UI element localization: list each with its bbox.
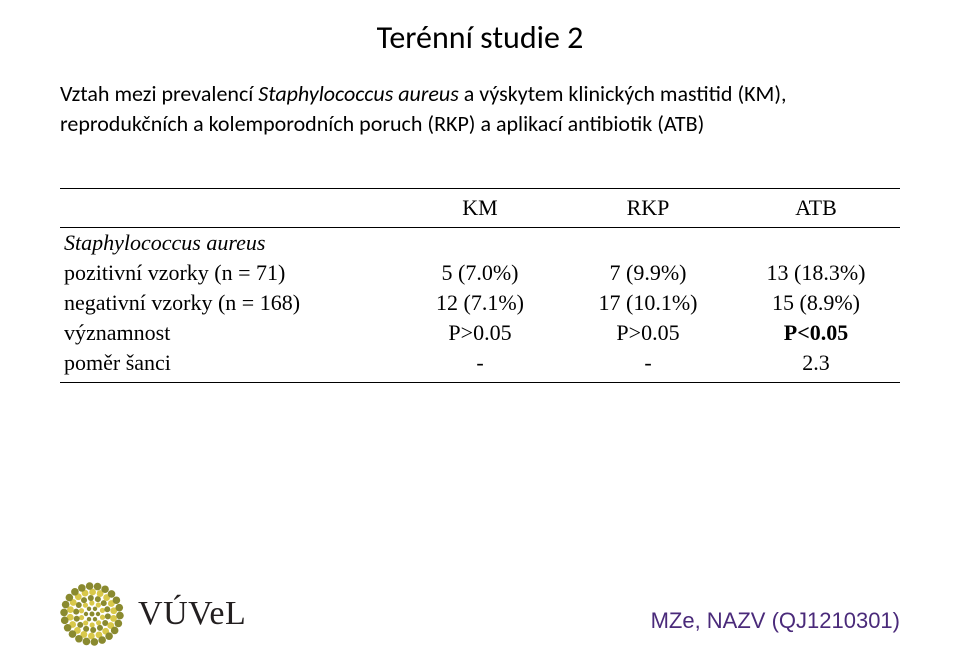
table-cell: 13 (18.3%) <box>732 258 900 288</box>
table-cell: 17 (10.1%) <box>564 288 732 318</box>
table-row: Staphylococcus aureus <box>60 228 900 259</box>
table-header-row: KM RKP ATB <box>60 189 900 228</box>
table-row: poměr šanci - - 2.3 <box>60 348 900 383</box>
row-label: negativní vzorky (n = 168) <box>60 288 396 318</box>
subtitle-pre: Vztah mezi prevalencí <box>60 80 258 107</box>
row-label: poměr šanci <box>60 348 396 383</box>
table-cell: P<0.05 <box>732 318 900 348</box>
table-cell: P>0.05 <box>396 318 564 348</box>
footer: VÚVeL MZe, NAZV (QJ1210301) <box>0 574 960 664</box>
row-label: pozitivní vzorky (n = 71) <box>60 258 396 288</box>
table-row: významnost P>0.05 P>0.05 P<0.05 <box>60 318 900 348</box>
logo-text: VÚVeL <box>138 595 246 633</box>
table-header-empty <box>60 189 396 228</box>
logo: VÚVeL <box>60 582 246 646</box>
table-cell: P>0.05 <box>564 318 732 348</box>
table-cell: 12 (7.1%) <box>396 288 564 318</box>
table-cell: 2.3 <box>732 348 900 383</box>
table-cell: - <box>564 348 732 383</box>
table-col-header: KM <box>396 189 564 228</box>
table-row: pozitivní vzorky (n = 71) 5 (7.0%) 7 (9.… <box>60 258 900 288</box>
table-col-header: RKP <box>564 189 732 228</box>
row-label: významnost <box>60 318 396 348</box>
table-col-header: ATB <box>732 189 900 228</box>
table-cell: 5 (7.0%) <box>396 258 564 288</box>
subtitle-italic: Staphylococcus aureus <box>258 80 459 107</box>
data-table: KM RKP ATB Staphylococcus aureus pozitiv… <box>60 188 900 383</box>
table-cell: - <box>396 348 564 383</box>
table-cell: 7 (9.9%) <box>564 258 732 288</box>
footer-note: MZe, NAZV (QJ1210301) <box>651 608 900 634</box>
table-cell: 15 (8.9%) <box>732 288 900 318</box>
table-row: negativní vzorky (n = 168) 12 (7.1%) 17 … <box>60 288 900 318</box>
page-title: Terénní studie 2 <box>60 18 900 57</box>
logo-flower-icon <box>60 582 124 646</box>
species-label: Staphylococcus aureus <box>60 228 396 259</box>
subtitle: Vztah mezi prevalencí Staphylococcus aur… <box>60 79 900 138</box>
